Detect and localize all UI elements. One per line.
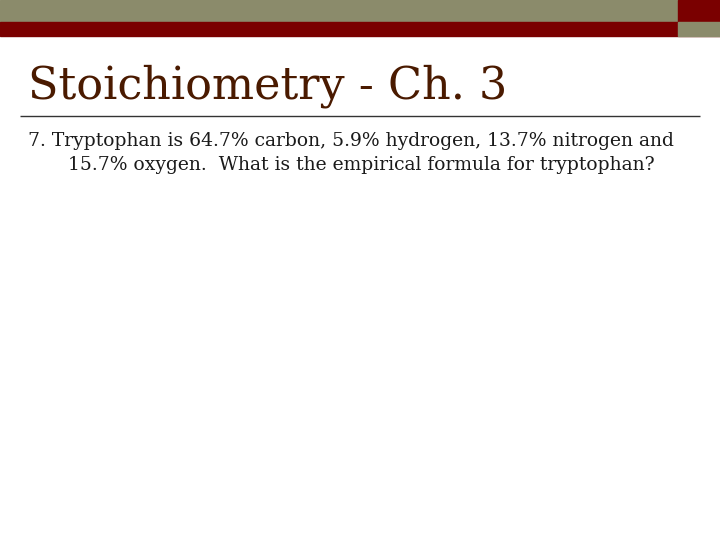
Bar [0,0,720,22]
Bar [678,0,720,22]
Text: 15.7% oxygen.  What is the empirical formula for tryptophan?: 15.7% oxygen. What is the empirical form… [68,156,654,174]
Text: 7. Tryptophan is 64.7% carbon, 5.9% hydrogen, 13.7% nitrogen and: 7. Tryptophan is 64.7% carbon, 5.9% hydr… [28,132,674,150]
Bar [0,22,720,36]
Bar [678,22,720,36]
Text: Stoichiometry - Ch. 3: Stoichiometry - Ch. 3 [28,64,508,107]
